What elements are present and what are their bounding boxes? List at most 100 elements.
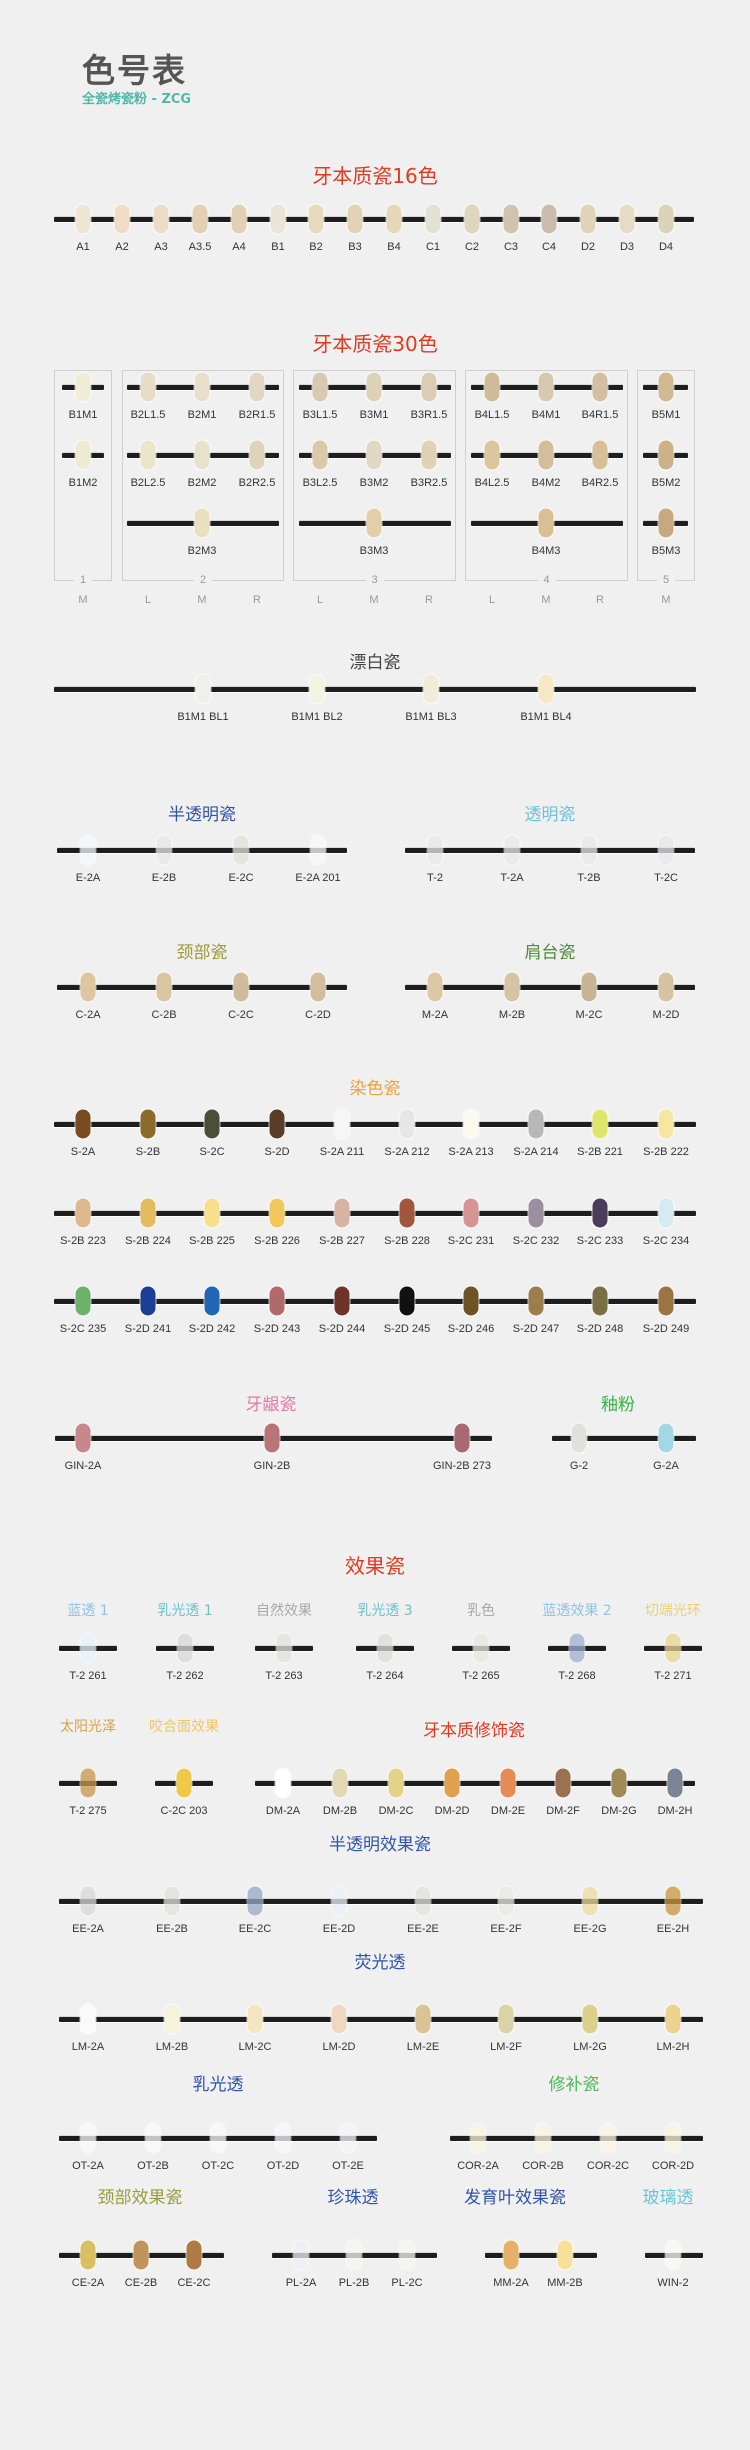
- shade-swatch[interactable]: [665, 1886, 681, 1916]
- shade-swatch[interactable]: [270, 204, 286, 234]
- shade-swatch[interactable]: [503, 204, 519, 234]
- shade-swatch[interactable]: [541, 204, 557, 234]
- shade-swatch[interactable]: [231, 204, 247, 234]
- shade-swatch[interactable]: [535, 2123, 551, 2153]
- shade-swatch[interactable]: [75, 1423, 91, 1453]
- shade-swatch[interactable]: [75, 1198, 91, 1228]
- shade-swatch[interactable]: [528, 1109, 544, 1139]
- shade-swatch[interactable]: [340, 2123, 356, 2153]
- shade-swatch[interactable]: [611, 1768, 627, 1798]
- shade-swatch[interactable]: [504, 835, 520, 865]
- shade-swatch[interactable]: [658, 1109, 674, 1139]
- shade-swatch[interactable]: [310, 835, 326, 865]
- shade-swatch[interactable]: [269, 1198, 285, 1228]
- shade-swatch[interactable]: [80, 1886, 96, 1916]
- shade-swatch[interactable]: [399, 1109, 415, 1139]
- shade-swatch[interactable]: [233, 835, 249, 865]
- shade-swatch[interactable]: [133, 2240, 149, 2270]
- shade-swatch[interactable]: [415, 1886, 431, 1916]
- shade-swatch[interactable]: [164, 2004, 180, 2034]
- shade-swatch[interactable]: [581, 972, 597, 1002]
- shade-swatch[interactable]: [386, 204, 402, 234]
- shade-swatch[interactable]: [347, 204, 363, 234]
- shade-swatch[interactable]: [275, 1768, 291, 1798]
- shade-swatch[interactable]: [463, 1109, 479, 1139]
- shade-swatch[interactable]: [463, 1286, 479, 1316]
- shade-swatch[interactable]: [658, 508, 674, 538]
- shade-swatch[interactable]: [177, 1633, 193, 1663]
- shade-swatch[interactable]: [204, 1198, 220, 1228]
- shade-swatch[interactable]: [80, 972, 96, 1002]
- shade-swatch[interactable]: [592, 440, 608, 470]
- shade-swatch[interactable]: [538, 440, 554, 470]
- shade-swatch[interactable]: [388, 1768, 404, 1798]
- shade-swatch[interactable]: [498, 2004, 514, 2034]
- shade-swatch[interactable]: [366, 440, 382, 470]
- shade-swatch[interactable]: [427, 835, 443, 865]
- shade-swatch[interactable]: [665, 2123, 681, 2153]
- shade-swatch[interactable]: [582, 1886, 598, 1916]
- shade-swatch[interactable]: [140, 440, 156, 470]
- shade-swatch[interactable]: [308, 204, 324, 234]
- shade-swatch[interactable]: [658, 1423, 674, 1453]
- shade-swatch[interactable]: [195, 674, 211, 704]
- shade-swatch[interactable]: [312, 372, 328, 402]
- shade-swatch[interactable]: [557, 2240, 573, 2270]
- shade-swatch[interactable]: [312, 440, 328, 470]
- shade-swatch[interactable]: [571, 1423, 587, 1453]
- shade-swatch[interactable]: [293, 2240, 309, 2270]
- shade-swatch[interactable]: [80, 835, 96, 865]
- shade-swatch[interactable]: [366, 372, 382, 402]
- shade-swatch[interactable]: [275, 2123, 291, 2153]
- shade-swatch[interactable]: [470, 2123, 486, 2153]
- shade-swatch[interactable]: [592, 372, 608, 402]
- shade-swatch[interactable]: [204, 1286, 220, 1316]
- shade-swatch[interactable]: [415, 2004, 431, 2034]
- shade-swatch[interactable]: [658, 1286, 674, 1316]
- shade-swatch[interactable]: [581, 835, 597, 865]
- shade-swatch[interactable]: [600, 2123, 616, 2153]
- shade-swatch[interactable]: [140, 1109, 156, 1139]
- shade-swatch[interactable]: [334, 1286, 350, 1316]
- shade-swatch[interactable]: [421, 440, 437, 470]
- shade-swatch[interactable]: [528, 1286, 544, 1316]
- shade-swatch[interactable]: [463, 1198, 479, 1228]
- shade-swatch[interactable]: [658, 440, 674, 470]
- shade-swatch[interactable]: [538, 372, 554, 402]
- shade-swatch[interactable]: [145, 2123, 161, 2153]
- shade-swatch[interactable]: [140, 1198, 156, 1228]
- shade-swatch[interactable]: [464, 204, 480, 234]
- shade-swatch[interactable]: [176, 1768, 192, 1798]
- shade-swatch[interactable]: [192, 204, 208, 234]
- shade-swatch[interactable]: [309, 674, 325, 704]
- shade-swatch[interactable]: [75, 1109, 91, 1139]
- shade-swatch[interactable]: [346, 2240, 362, 2270]
- shade-swatch[interactable]: [377, 1633, 393, 1663]
- shade-swatch[interactable]: [665, 2240, 681, 2270]
- shade-swatch[interactable]: [425, 204, 441, 234]
- shade-swatch[interactable]: [249, 372, 265, 402]
- shade-swatch[interactable]: [80, 1633, 96, 1663]
- shade-swatch[interactable]: [331, 1886, 347, 1916]
- shade-swatch[interactable]: [204, 1109, 220, 1139]
- shade-swatch[interactable]: [210, 2123, 226, 2153]
- shade-swatch[interactable]: [665, 1633, 681, 1663]
- shade-swatch[interactable]: [498, 1886, 514, 1916]
- shade-swatch[interactable]: [658, 972, 674, 1002]
- shade-swatch[interactable]: [592, 1198, 608, 1228]
- shade-swatch[interactable]: [427, 972, 443, 1002]
- shade-swatch[interactable]: [80, 2123, 96, 2153]
- shade-swatch[interactable]: [569, 1633, 585, 1663]
- shade-swatch[interactable]: [473, 1633, 489, 1663]
- shade-swatch[interactable]: [667, 1768, 683, 1798]
- shade-swatch[interactable]: [75, 1286, 91, 1316]
- shade-swatch[interactable]: [249, 440, 265, 470]
- shade-swatch[interactable]: [194, 372, 210, 402]
- shade-swatch[interactable]: [153, 204, 169, 234]
- shade-swatch[interactable]: [582, 2004, 598, 2034]
- shade-swatch[interactable]: [665, 2004, 681, 2034]
- shade-swatch[interactable]: [332, 1768, 348, 1798]
- shade-swatch[interactable]: [140, 372, 156, 402]
- shade-swatch[interactable]: [592, 1109, 608, 1139]
- shade-swatch[interactable]: [80, 1768, 96, 1798]
